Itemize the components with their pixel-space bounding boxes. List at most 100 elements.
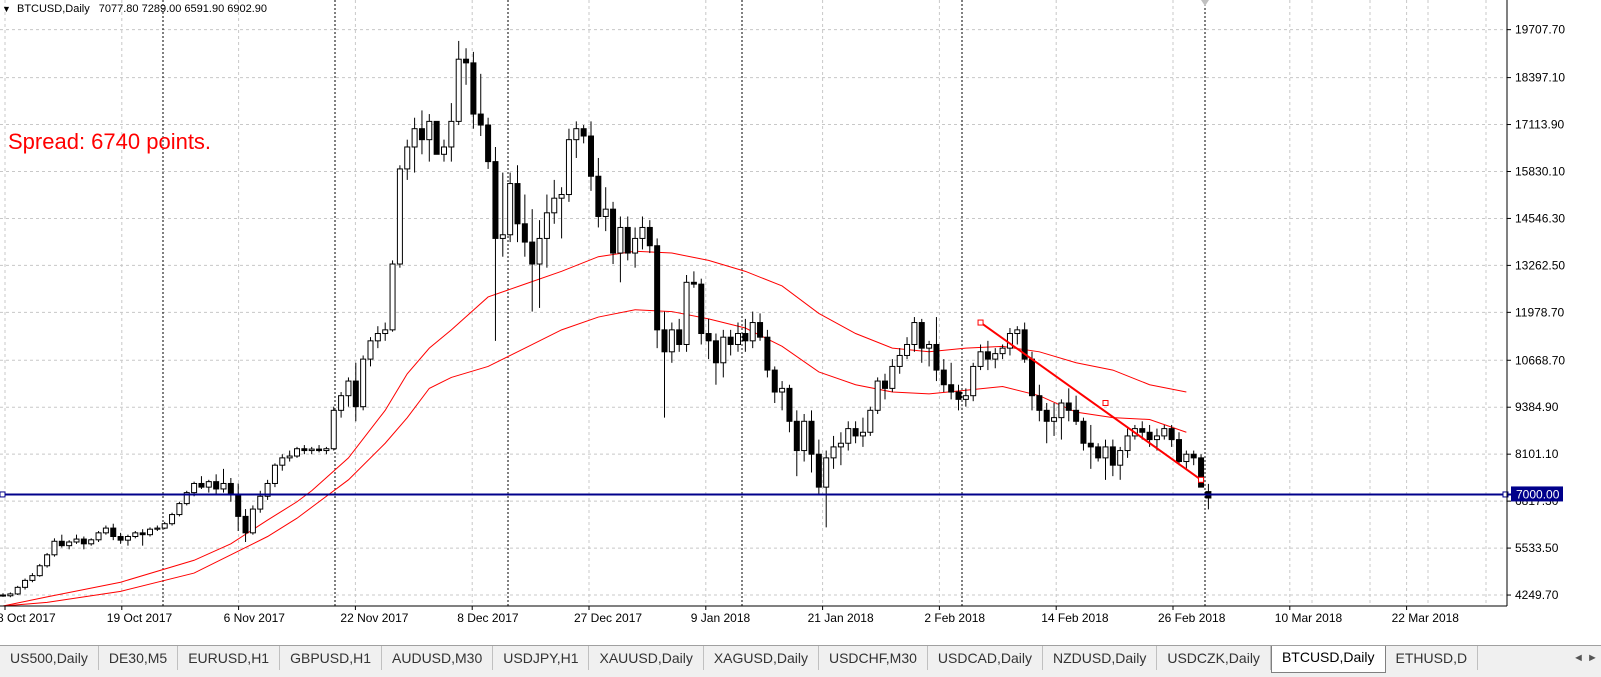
candle-body (646, 226, 653, 247)
candle-body (749, 322, 756, 342)
candle-body (970, 365, 977, 397)
tab-xauusd-daily[interactable]: XAUUSD,Daily (589, 646, 704, 670)
tab-usdjpy-h1[interactable]: USDJPY,H1 (493, 646, 590, 670)
candle-body (521, 223, 528, 243)
time-tick-label: 8 Dec 2017 (457, 611, 519, 625)
candle-body (147, 528, 153, 536)
candle-body (249, 508, 256, 534)
price-tick-label: 8101.10 (1515, 447, 1559, 461)
candle-body (279, 457, 286, 466)
candle-body (227, 482, 234, 495)
candle-body (499, 234, 506, 239)
candle-body (242, 515, 249, 534)
tab-xagusd-daily[interactable]: XAGUSD,Daily (704, 646, 819, 670)
candle-body (698, 283, 705, 335)
candle-body (757, 322, 764, 338)
candle-body (676, 329, 683, 345)
candle-body (874, 380, 881, 411)
candle-body (1036, 395, 1043, 411)
candle-body (426, 120, 433, 141)
candle-body (1073, 409, 1080, 422)
tab-usdchf-m30[interactable]: USDCHF,M30 (819, 646, 928, 670)
tab-usdcad-daily[interactable]: USDCAD,Daily (928, 646, 1044, 670)
price-tick-label: 11978.70 (1515, 305, 1564, 319)
candle-body (455, 58, 462, 122)
moving-average-line (2, 250, 1187, 607)
candle-body (44, 554, 51, 567)
price-tick-label: 18397.10 (1515, 71, 1565, 85)
time-tick-label: 27 Dec 2017 (574, 611, 642, 625)
candle-body (1095, 446, 1102, 459)
candle-body (257, 495, 264, 510)
candle-body (132, 532, 139, 538)
candle-body (742, 333, 749, 342)
candle-body (433, 120, 440, 155)
tab-us500-daily[interactable]: US500,Daily (0, 646, 99, 670)
price-axis: 19707.70 18397.10 17113.90 15830.10 14546.30… (1507, 23, 1565, 602)
candle-body (29, 575, 36, 581)
tab-scroll-left-icon[interactable]: ◄ (1573, 652, 1584, 664)
trendline (979, 321, 1202, 481)
hline-anchor-left (0, 491, 6, 498)
header-dropdown-icon[interactable]: ▼ (2, 4, 11, 14)
candle-body (213, 481, 220, 490)
candle-body (735, 333, 741, 345)
candle-body (1102, 446, 1109, 459)
chart-shift-icon (1201, 0, 1209, 6)
candle-body (595, 175, 602, 217)
candle-body (859, 431, 866, 437)
candle-body (727, 336, 734, 345)
candle-body (529, 241, 536, 265)
candle-body (1146, 431, 1153, 441)
candle-body (1124, 435, 1131, 452)
candle-body (1029, 358, 1035, 397)
tab-eurusd-h1[interactable]: EURUSD,H1 (178, 646, 281, 670)
tab-gbpusd-h1[interactable]: GBPUSD,H1 (280, 646, 383, 670)
candle-body (955, 391, 962, 400)
candle-body (198, 482, 205, 488)
spread-label: Spread: 6740 points. (8, 129, 212, 154)
tab-audusd-m30[interactable]: AUDUSD,M30 (382, 646, 494, 670)
candle-body (51, 540, 58, 556)
tab-usdczk-daily[interactable]: USDCZK,Daily (1157, 646, 1271, 670)
tab-scroll-right-icon[interactable]: ► (1587, 652, 1598, 664)
candle-body (580, 128, 587, 137)
trendline-anchor (1198, 476, 1205, 483)
candle-body (492, 161, 499, 239)
time-tick-label: 9 Jan 2018 (691, 611, 751, 625)
candle-body (823, 457, 830, 488)
tab-de30-m5[interactable]: DE30,M5 (99, 646, 179, 670)
candle-body (477, 113, 484, 126)
candle-body (235, 493, 242, 517)
candle-body (940, 369, 947, 386)
candle-body (904, 343, 911, 356)
candle-body (382, 329, 389, 335)
time-tick-label: 22 Nov 2017 (340, 611, 408, 625)
candle-body (396, 168, 403, 265)
candle-body (389, 263, 396, 331)
tab-ethusd-d[interactable]: ETHUSD,D (1386, 646, 1479, 670)
candle-body (867, 409, 874, 433)
chart-area[interactable]: 19707.70 18397.10 17113.90 15830.10 14546.30… (0, 0, 1601, 640)
candle-body (705, 333, 712, 342)
candle-body (918, 322, 925, 349)
candle-body (66, 541, 73, 547)
candle-body (418, 128, 425, 141)
candle-body (308, 448, 315, 452)
candle-body (36, 565, 43, 577)
candle-body (1043, 409, 1050, 422)
candle-body (463, 58, 470, 64)
candle-body (286, 455, 293, 459)
candle-body (294, 448, 300, 457)
candle-body (948, 384, 955, 393)
time-tick-label: 8 Oct 2017 (0, 611, 56, 625)
candle-body (1021, 329, 1028, 360)
candle-body (1190, 453, 1197, 459)
candle-body (374, 333, 381, 342)
candle-body (1080, 420, 1087, 444)
tab-btcusd-daily[interactable]: BTCUSD,Daily (1270, 646, 1386, 673)
candle-body (191, 482, 198, 494)
price-chart[interactable]: 19707.70 18397.10 17113.90 15830.10 14546.30… (0, 0, 1601, 640)
tab-nzdusd-daily[interactable]: NZDUSD,Daily (1043, 646, 1158, 670)
price-tick-label: 13262.50 (1515, 258, 1565, 272)
